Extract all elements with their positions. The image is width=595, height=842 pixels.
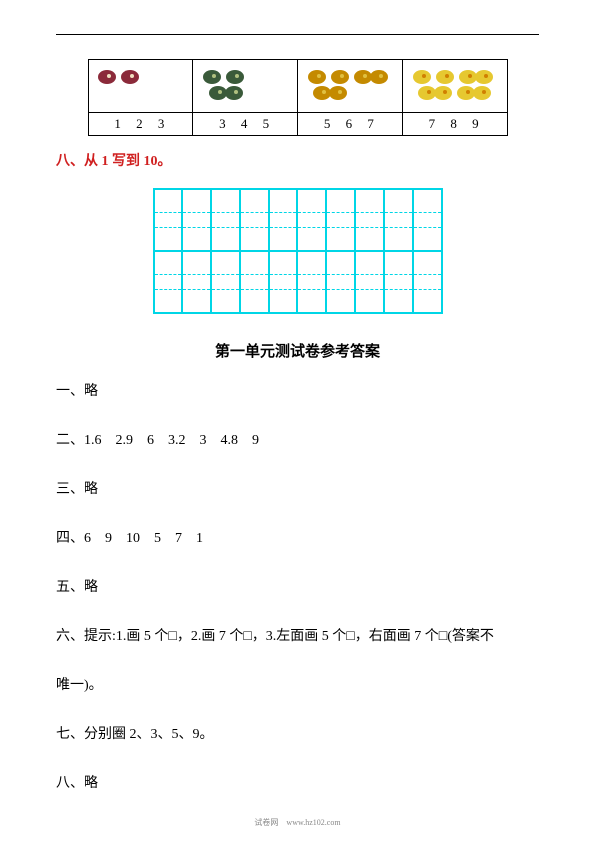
grid-cell-mid	[326, 213, 355, 228]
grid-cell-mid	[384, 275, 413, 290]
grid-cell	[211, 290, 240, 314]
grid-cell	[355, 189, 384, 213]
answer-line-6: 唯一)。	[56, 675, 539, 696]
grid-cell	[297, 290, 326, 314]
grid-cell	[326, 251, 355, 275]
grid-cell	[154, 251, 183, 275]
grid-cell-mid	[269, 213, 298, 228]
number-choice-2: 5 6 7	[298, 113, 403, 136]
mushroom-icon-cell	[88, 60, 193, 113]
grid-cell	[297, 228, 326, 252]
turtle-icon-cell	[193, 60, 298, 113]
grid-cell	[182, 251, 211, 275]
grid-cell-mid	[182, 213, 211, 228]
answer-line-1: 二、1.6 2.9 6 3.2 3 4.8 9	[56, 430, 539, 451]
answer-line-7: 七、分别圈 2、3、5、9。	[56, 724, 539, 745]
answer-line-0: 一、略	[56, 381, 539, 402]
grid-cell	[154, 189, 183, 213]
grid-cell	[269, 290, 298, 314]
grid-cell	[211, 189, 240, 213]
grid-cell	[269, 189, 298, 213]
number-choice-1: 3 4 5	[193, 113, 298, 136]
grid-cell-mid	[211, 275, 240, 290]
grid-cell	[269, 251, 298, 275]
grid-cell	[154, 228, 183, 252]
grid-cell	[355, 228, 384, 252]
number-choice-0: 1 2 3	[88, 113, 193, 136]
grid-cell-mid	[384, 213, 413, 228]
number-choice-3: 7 8 9	[402, 113, 507, 136]
grid-cell-mid	[269, 275, 298, 290]
writing-grid	[153, 188, 443, 314]
grid-cell	[182, 228, 211, 252]
grid-cell	[413, 228, 442, 252]
grid-cell	[326, 228, 355, 252]
answer-line-2: 三、略	[56, 479, 539, 500]
grid-cell-mid	[211, 213, 240, 228]
grid-cell-mid	[182, 275, 211, 290]
grid-cell-mid	[240, 213, 269, 228]
grid-cell	[413, 251, 442, 275]
grid-cell-mid	[154, 213, 183, 228]
grid-cell-mid	[326, 275, 355, 290]
grid-cell	[384, 189, 413, 213]
chick-icon-cell	[402, 60, 507, 113]
grid-cell-mid	[297, 213, 326, 228]
footer-text: 试卷网 www.hz102.com	[0, 817, 595, 828]
picture-number-table: 1 2 33 4 55 6 77 8 9	[88, 59, 508, 136]
answer-line-8: 八、略	[56, 773, 539, 794]
answer-line-5: 六、提示:1.画 5 个□，2.画 7 个□，3.左面画 5 个□，右面画 7 …	[56, 626, 539, 647]
grid-cell	[355, 251, 384, 275]
grid-cell-mid	[413, 213, 442, 228]
grid-cell	[240, 290, 269, 314]
grid-cell	[297, 189, 326, 213]
grid-cell	[154, 290, 183, 314]
grid-cell	[211, 251, 240, 275]
grid-cell	[384, 251, 413, 275]
grid-cell-mid	[297, 275, 326, 290]
grid-cell	[182, 189, 211, 213]
grid-cell	[297, 251, 326, 275]
grid-cell	[240, 251, 269, 275]
grid-cell-mid	[355, 275, 384, 290]
grid-cell	[384, 290, 413, 314]
grid-cell-mid	[355, 213, 384, 228]
answers-title: 第一单元测试卷参考答案	[56, 340, 539, 361]
leaf-icon-cell	[298, 60, 403, 113]
grid-cell-mid	[154, 275, 183, 290]
grid-cell	[355, 290, 384, 314]
grid-cell-mid	[240, 275, 269, 290]
top-rule	[56, 34, 539, 35]
grid-cell	[240, 189, 269, 213]
grid-cell	[413, 189, 442, 213]
answer-line-3: 四、6 9 10 5 7 1	[56, 528, 539, 549]
grid-cell	[413, 290, 442, 314]
grid-cell	[240, 228, 269, 252]
grid-cell-mid	[413, 275, 442, 290]
grid-cell	[326, 290, 355, 314]
grid-cell	[211, 228, 240, 252]
question-8-label: 八、从 1 写到 10。	[56, 150, 539, 170]
grid-cell	[384, 228, 413, 252]
answer-line-4: 五、略	[56, 577, 539, 598]
grid-cell	[269, 228, 298, 252]
grid-cell	[182, 290, 211, 314]
grid-cell	[326, 189, 355, 213]
